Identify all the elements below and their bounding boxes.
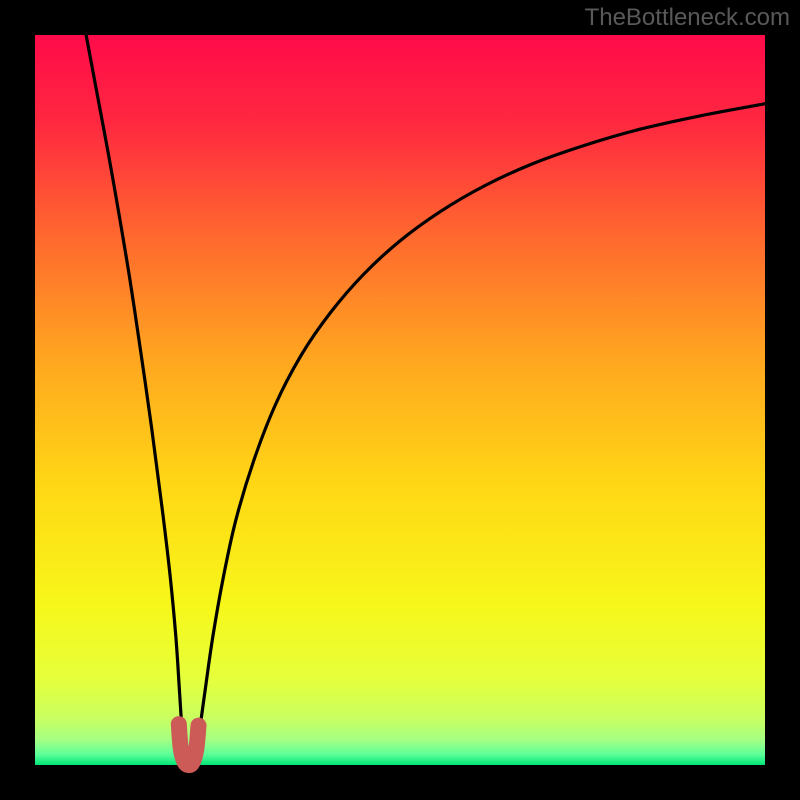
gradient-background	[35, 35, 765, 765]
watermark-text: TheBottleneck.com	[585, 4, 790, 32]
bottleneck-chart	[0, 0, 800, 800]
chart-container: TheBottleneck.com	[0, 0, 800, 800]
